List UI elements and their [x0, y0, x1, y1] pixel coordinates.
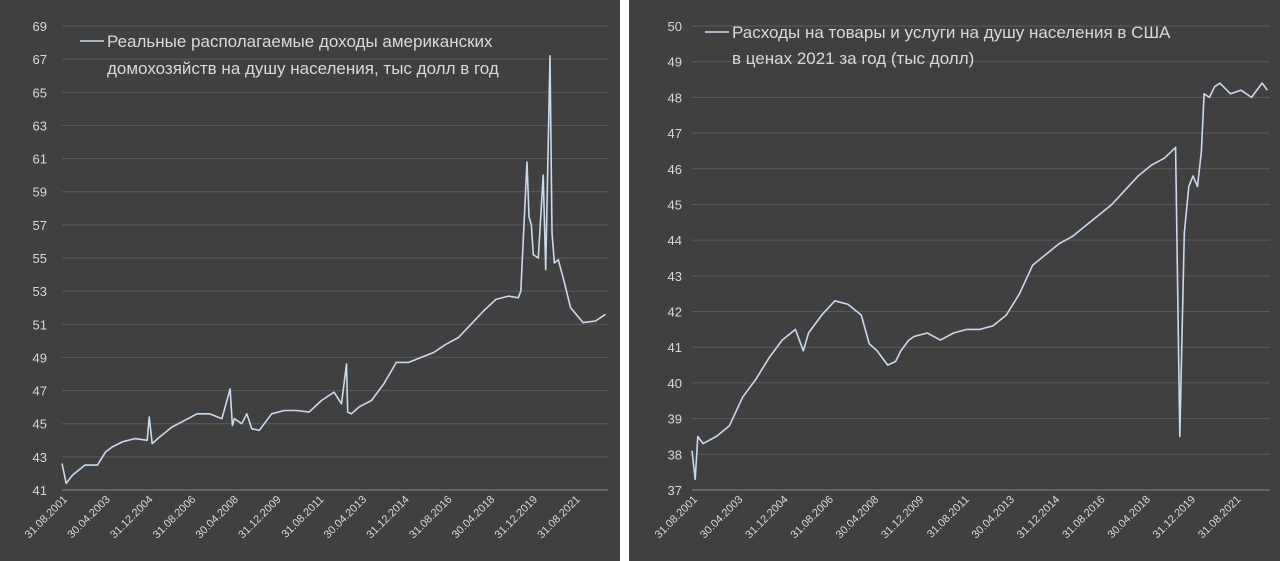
x-tick-label: 30.04.2013 [970, 494, 1017, 541]
y-tick-label: 47 [33, 384, 47, 399]
y-tick-label: 61 [33, 152, 47, 167]
x-tick-label: 31.08.2011 [925, 494, 972, 541]
y-tick-label: 38 [668, 447, 682, 462]
x-tick-label: 31.12.2014 [1015, 494, 1062, 541]
y-tick-label: 42 [668, 305, 682, 320]
income-chart: 41 43 45 47 49 51 53 55 57 59 61 63 65 67 69 31.08.2001… [23, 19, 608, 541]
x-tick-label: 31.08.2021 [1196, 494, 1243, 541]
x-tick-label: 31.08.2006 [151, 494, 198, 541]
y-tick-label: 41 [668, 340, 682, 355]
x-tick-label: 30.04.2008 [194, 494, 241, 541]
gridlines [62, 25, 608, 491]
gridlines [692, 25, 1270, 491]
y-tick-label: 41 [33, 483, 47, 498]
x-tick-label: 31.12.2009 [879, 494, 926, 541]
y-tick-label: 53 [33, 284, 47, 299]
x-tick-label: 30.04.2018 [1106, 494, 1153, 541]
x-tick-label: 30.04.2013 [322, 494, 369, 541]
legend-label: Реальные располагаемые доходы американск… [107, 32, 493, 51]
x-tick-label: 31.08.2016 [1060, 494, 1107, 541]
y-tick-label: 63 [33, 118, 47, 133]
y-tick-label: 65 [33, 85, 47, 100]
x-tick-label: 31.08.2006 [789, 494, 836, 541]
series-line [691, 82, 1269, 481]
y-tick-label: 67 [33, 52, 47, 67]
legend-label: Расходы на товары и услуги на душу насел… [732, 23, 1171, 42]
y-tick-label: 46 [668, 162, 682, 177]
chart-panel-spending: 37 38 39 40 41 42 43 44 45 46 47 48 49 50 31.08.2001 30… [629, 0, 1280, 561]
y-tick-label: 49 [668, 55, 682, 70]
y-tick-label: 37 [668, 483, 682, 498]
x-tick-label: 31.08.2001 [23, 494, 70, 541]
y-tick-label: 43 [668, 269, 682, 284]
y-tick-label: 69 [33, 19, 47, 34]
x-tick-label: 31.08.2001 [653, 494, 700, 541]
series-line [61, 55, 606, 485]
x-tick-label: 31.08.2011 [280, 494, 327, 541]
x-tick-label: 30.04.2003 [698, 494, 745, 541]
y-tick-label: 50 [668, 19, 682, 34]
x-tick-label: 31.08.2016 [407, 494, 454, 541]
legend-label: в ценах 2021 за год (тыс долл) [732, 49, 974, 68]
y-tick-label: 45 [668, 197, 682, 212]
chart-panel-income: 41 43 45 47 49 51 53 55 57 59 61 63 65 67 69 31.08.2001… [0, 0, 620, 561]
y-tick-label: 55 [33, 251, 47, 266]
panel-divider [620, 0, 629, 561]
x-tick-label: 30.04.2003 [65, 494, 112, 541]
legend-label: домохозяйств на душу населения, тыс долл… [107, 59, 499, 78]
y-tick-label: 57 [33, 218, 47, 233]
x-tick-label: 31.12.2004 [108, 494, 155, 541]
x-tick-label: 31.12.2019 [1151, 494, 1198, 541]
x-tick-label: 31.12.2014 [364, 494, 411, 541]
y-tick-label: 40 [668, 376, 682, 391]
x-tick-label: 30.04.2008 [834, 494, 881, 541]
y-tick-label: 39 [668, 412, 682, 427]
x-tick-label: 31.12.2019 [493, 494, 540, 541]
x-tick-label: 31.12.2009 [236, 494, 283, 541]
x-tick-label: 30.04.2018 [450, 494, 497, 541]
spending-chart: 373839404142434445464748495031.08.200130… [653, 19, 1270, 541]
y-tick-label: 48 [668, 90, 682, 105]
y-tick-label: 51 [33, 317, 47, 332]
y-tick-label: 44 [668, 233, 682, 248]
y-tick-label: 47 [668, 126, 682, 141]
y-tick-label: 43 [33, 450, 47, 465]
x-tick-label: 31.12.2004 [743, 494, 790, 541]
x-tick-label: 31.08.2021 [535, 494, 582, 541]
y-tick-label: 49 [33, 350, 47, 365]
y-tick-label: 59 [33, 185, 47, 200]
y-tick-label: 45 [33, 417, 47, 432]
